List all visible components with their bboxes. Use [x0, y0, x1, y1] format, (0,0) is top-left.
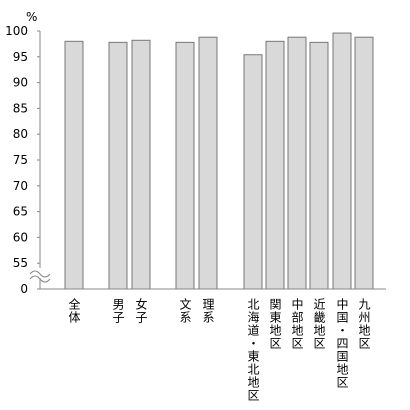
x-tick-label: 中部地区: [290, 297, 304, 350]
bar: [243, 54, 263, 290]
x-tick-label: 理系: [201, 298, 215, 324]
x-tick-label: 中国・四国地区: [335, 297, 349, 389]
y-tick-label: 75: [13, 153, 28, 167]
y-tick-label: 100: [5, 24, 28, 38]
x-tick-label: 女子: [134, 297, 148, 324]
x-tick-label: 男子: [111, 298, 125, 324]
bar: [131, 39, 151, 290]
x-tick-label: 全体: [67, 297, 81, 324]
bar: [175, 41, 195, 290]
axis-break-mask: [30, 268, 50, 278]
bar: [265, 40, 285, 290]
bar: [64, 40, 84, 290]
axis-break: [29, 270, 51, 283]
bar: [287, 36, 307, 290]
y-tick-label: 90: [13, 76, 28, 90]
y-tick-label: 60: [13, 230, 28, 244]
bar: [354, 36, 374, 290]
y-tick-label: 65: [13, 205, 28, 219]
y-unit: %: [26, 10, 37, 24]
x-tick-label: 近畿地区: [312, 298, 326, 350]
bar: [198, 36, 218, 290]
bar: [309, 41, 329, 290]
y-tick-label: 85: [13, 101, 28, 115]
y-tick-label: 95: [13, 50, 28, 64]
y-tick-label: 70: [13, 179, 28, 193]
y-tick-label: 80: [13, 127, 28, 141]
x-tick-label: 九州地区: [357, 298, 371, 350]
x-tick-label: 文系: [178, 297, 192, 324]
x-tick-label: 北海道・東北地区: [246, 298, 260, 402]
y-tick-label: 0: [20, 282, 28, 296]
y-tick-label: 55: [13, 256, 28, 270]
bar: [108, 41, 128, 290]
bar: [332, 32, 352, 290]
x-tick-label: 関東地区: [268, 298, 282, 350]
